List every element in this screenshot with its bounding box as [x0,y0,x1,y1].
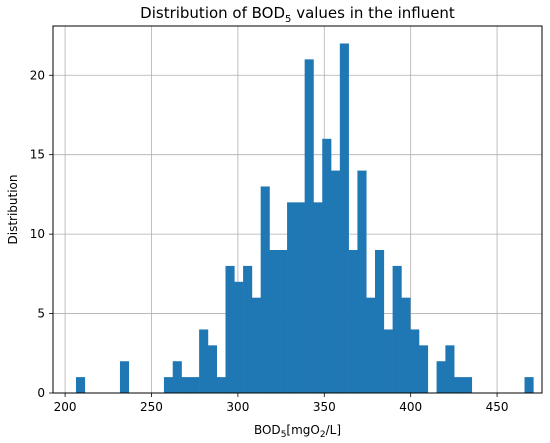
histogram-bar [304,59,314,393]
plot-frame [52,25,543,394]
histogram-bar [251,297,261,393]
histogram-bar [322,138,332,393]
histogram-bar [383,329,393,393]
x-tick-label: 250 [140,400,163,414]
histogram-bar [190,377,200,393]
histogram-bar [348,250,358,393]
histogram-bar [331,170,341,393]
histogram-bar [375,250,385,393]
histogram-bar [524,377,534,393]
axis-ticks: 200 250 300 350 400 450 0 5 10 15 20 [30,68,509,414]
histogram-bar [119,361,130,393]
histogram-bar [392,265,402,393]
x-tick-label: 450 [486,400,509,414]
histogram-bar [287,202,297,393]
histogram-bar [172,361,182,393]
histogram-bar [260,186,270,393]
histogram-bar [207,345,218,393]
y-tick-label: 15 [30,148,45,162]
histogram-bar [418,345,429,393]
y-tick-label: 0 [37,386,45,400]
histogram-bar [410,329,420,393]
x-tick-label: 400 [399,400,422,414]
histogram-bar [357,170,367,393]
y-axis-label: Distribution [6,174,20,244]
histogram-bar [454,377,464,393]
x-tick-label: 300 [226,400,249,414]
histogram-bar [75,377,86,393]
y-tick-label: 5 [37,307,45,321]
histogram-bar [462,377,473,393]
histogram-bar [278,250,288,393]
y-tick-label: 20 [30,68,45,82]
histogram-bar [234,281,244,393]
x-tick-label: 350 [313,400,336,414]
histogram-bar [181,377,191,393]
histogram-bar [339,43,349,393]
histogram-bar [366,297,376,393]
histogram-bar [445,345,455,393]
histogram-bar [216,377,226,393]
x-axis-label: BOD5[mgO2/L] [254,423,341,440]
chart-title: Distribution of BOD5 values in the influ… [140,4,455,25]
histogram-bar [295,202,305,393]
histogram-bar [199,329,209,393]
histogram-bars [75,43,534,393]
histogram-bar [269,250,279,393]
histogram-bar [313,202,323,393]
y-tick-label: 10 [30,227,45,241]
histogram-bar [436,361,446,393]
histogram-bar [243,265,253,393]
histogram-bar [401,297,411,393]
histogram-bar [225,265,235,393]
x-tick-label: 200 [54,400,77,414]
histogram-bar [163,377,174,393]
